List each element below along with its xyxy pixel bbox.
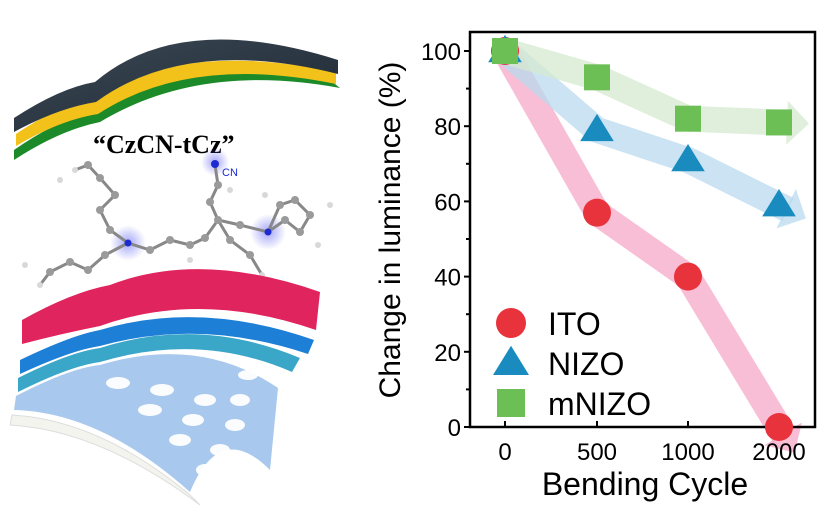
data-point-mNIZO xyxy=(492,38,518,64)
legend-marker-mNIZO xyxy=(497,389,525,417)
data-point-ITO xyxy=(674,262,702,291)
luminance-chart: 0 20 40 60 80 100 0 500 1000 2000 ITO NIZO mNIZO B… xyxy=(374,30,817,502)
legend-label: NIZO xyxy=(548,346,624,382)
y-tick-label: 60 xyxy=(434,189,461,216)
x-tick-label: 1000 xyxy=(661,439,714,466)
data-point-ITO xyxy=(583,198,611,227)
data-point-ITO xyxy=(765,413,793,441)
trend-arrowhead-NIZO xyxy=(776,189,806,229)
data-point-NIZO xyxy=(671,143,705,172)
x-tick-label: 0 xyxy=(498,439,511,466)
plot-frame xyxy=(468,30,817,429)
y-tick-label: 100 xyxy=(421,39,461,66)
y-tick-label: 20 xyxy=(434,340,461,367)
x-axis-label: Bending Cycle xyxy=(542,466,748,502)
molecule-model xyxy=(22,148,333,288)
y-axis-label: Change in luminance (%) xyxy=(374,62,407,399)
legend-label: mNIZO xyxy=(548,386,651,422)
legend-marker-ITO xyxy=(496,308,526,338)
data-point-mNIZO xyxy=(675,105,701,132)
y-tick-label: 40 xyxy=(434,265,461,292)
data-point-NIZO xyxy=(580,113,614,142)
data-point-NIZO xyxy=(762,189,796,217)
device-structure-illustration: “CzCN-tCz” CN xyxy=(9,39,340,506)
data-point-mNIZO xyxy=(766,109,792,136)
legend-marker-NIZO xyxy=(493,345,529,375)
bottom-substrate-stack xyxy=(9,269,320,506)
x-tick-label: 2000 xyxy=(752,439,805,466)
x-tick-label: 500 xyxy=(577,439,617,466)
y-tick-label: 0 xyxy=(448,415,461,442)
legend-label: ITO xyxy=(548,306,601,342)
data-point-mNIZO xyxy=(584,64,610,91)
cn-label: CN xyxy=(222,167,238,179)
top-electrode-stack xyxy=(14,39,340,160)
y-tick-label: 80 xyxy=(434,114,461,141)
